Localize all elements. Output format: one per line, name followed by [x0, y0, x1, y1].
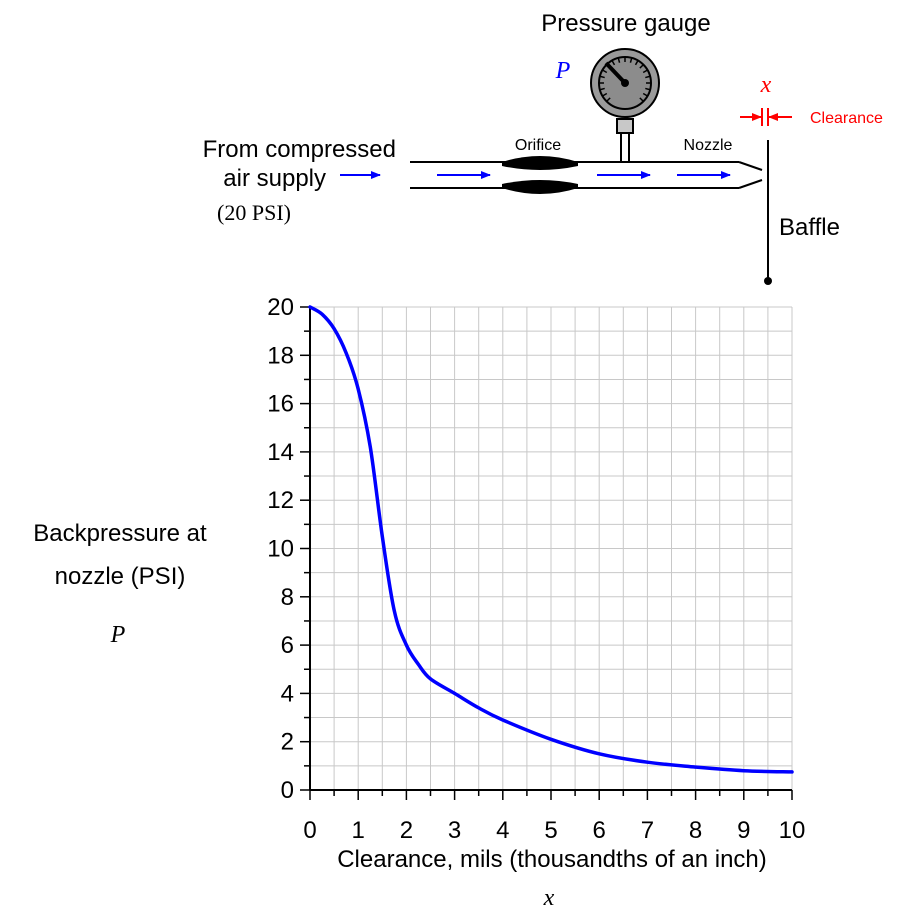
x-axis-label: Clearance, mils (thousandths of an inch)	[337, 846, 767, 873]
y-tick-label: 4	[281, 680, 294, 707]
supply-label-line1: From compressed	[203, 136, 396, 163]
gauge-tick	[639, 64, 644, 69]
gauge-tick	[645, 75, 651, 79]
x-tick-label: 5	[544, 817, 557, 844]
gauge-tick	[629, 57, 633, 63]
orifice-restriction-lower	[502, 180, 578, 194]
y-tick-label: 6	[281, 632, 294, 659]
supply-pressure-label: (20 PSI)	[217, 200, 291, 225]
backpressure-curve	[308, 305, 794, 774]
clearance-marker	[740, 108, 792, 126]
y-axis-label-line2: nozzle (PSI)	[55, 563, 186, 590]
gauge-tick	[599, 87, 605, 91]
y-tick-label: 18	[267, 342, 294, 369]
gauge-label: Pressure gauge	[541, 10, 710, 37]
orifice-restriction	[502, 156, 578, 170]
gauge-tube	[620, 133, 630, 162]
gauge-tick	[611, 60, 616, 66]
x-tick-label: 7	[641, 817, 654, 844]
x-tick-label: 10	[779, 817, 806, 844]
y-tick-label: 10	[267, 536, 294, 563]
schematic: Pressure gauge P x Clearance From compre…	[203, 10, 883, 285]
clearance-label: Clearance	[810, 110, 883, 127]
gauge-tick	[639, 97, 644, 102]
baffle-label: Baffle	[779, 214, 840, 241]
y-tick-label: 2	[281, 729, 294, 756]
y-tick-label: 16	[267, 391, 294, 418]
y-tick-label: 20	[267, 294, 294, 321]
clearance-symbol: x	[760, 72, 772, 98]
x-tick-label: 3	[448, 817, 461, 844]
chart-axes	[300, 306, 793, 800]
x-tick-label: 1	[352, 817, 365, 844]
x-tick-label: 8	[689, 817, 702, 844]
y-axis-label-line1: Backpressure at	[33, 520, 207, 547]
y-tick-label: 12	[267, 487, 294, 514]
supply-label-line2: air supply	[223, 165, 326, 192]
gauge-tick	[642, 69, 648, 74]
pressure-gauge-icon	[590, 48, 660, 118]
orifice-label: Orifice	[515, 137, 561, 154]
x-tick-label: 4	[496, 817, 509, 844]
y-tick-label: 8	[281, 584, 294, 611]
y-axis-symbol: P	[110, 622, 126, 648]
baffle-pivot	[764, 277, 772, 285]
x-axis-symbol: x	[543, 885, 555, 911]
gauge-tick	[642, 92, 648, 97]
nozzle-label: Nozzle	[684, 137, 733, 154]
y-tick-labels: 0 2 4 6 8 10 12 14 16 18 20	[267, 294, 294, 804]
gauge-tick	[634, 60, 639, 66]
x-tick-labels: 0 1 2 3 4 5 6 7 8 9 10	[303, 817, 805, 844]
x-tick-label: 6	[593, 817, 606, 844]
gauge-tick	[645, 87, 651, 91]
gauge-tick	[599, 75, 605, 79]
gauge-tick	[602, 69, 608, 74]
y-tick-label: 14	[267, 439, 294, 466]
gauge-tick	[606, 97, 611, 102]
x-tick-label: 0	[303, 817, 316, 844]
y-tick-label: 0	[281, 777, 294, 804]
x-tick-label: 2	[400, 817, 413, 844]
gauge-tick	[602, 92, 608, 97]
gauge-symbol: P	[555, 58, 571, 84]
gauge-tick	[617, 57, 621, 63]
gauge-fitting	[616, 118, 634, 134]
x-tick-label: 9	[737, 817, 750, 844]
